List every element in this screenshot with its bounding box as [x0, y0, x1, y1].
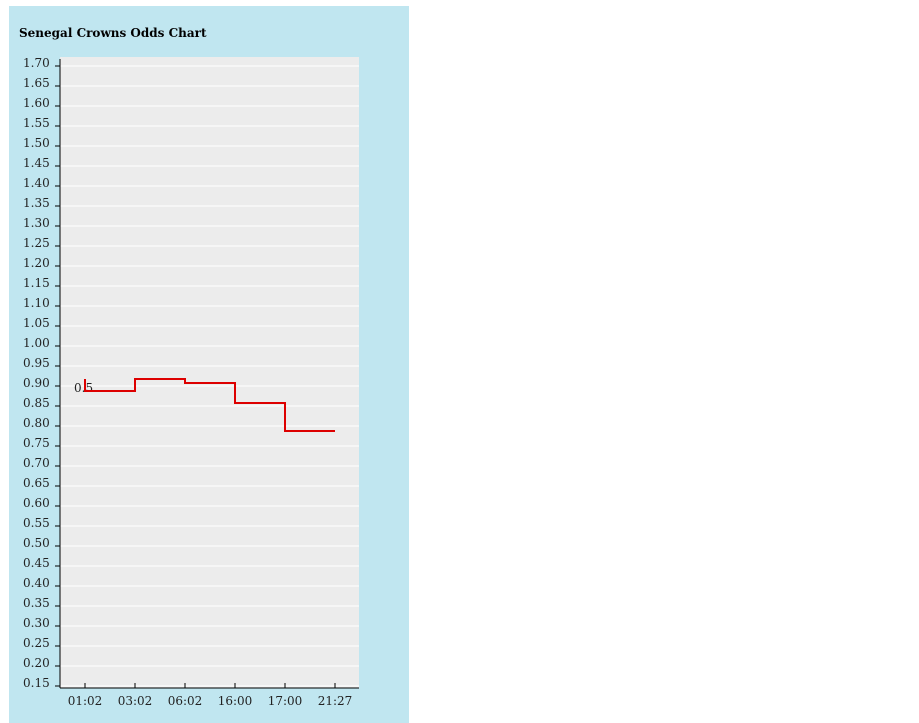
y-tick-label: 1.45	[23, 156, 50, 170]
y-tick-label: 1.25	[23, 236, 50, 250]
y-tick-label: 1.20	[23, 256, 50, 270]
chart-title: Senegal Crowns Odds Chart	[19, 26, 207, 40]
y-tick-label: 0.50	[23, 536, 50, 550]
y-tick-label: 1.55	[23, 116, 50, 130]
x-tick-label: 17:00	[268, 694, 303, 708]
y-tick-label: 0.35	[23, 596, 50, 610]
y-tick-label: 1.10	[23, 296, 50, 310]
y-tick-label: 0.80	[23, 416, 50, 430]
x-tick-label: 21:27	[318, 694, 353, 708]
y-tick-label: 0.70	[23, 456, 50, 470]
y-tick-label: 1.30	[23, 216, 50, 230]
y-tick-label: 0.55	[23, 516, 50, 530]
y-tick-label: 1.15	[23, 276, 50, 290]
y-tick-label: 0.65	[23, 476, 50, 490]
y-tick-label: 1.00	[23, 336, 50, 350]
y-tick-label: 0.30	[23, 616, 50, 630]
y-tick-label: 1.70	[23, 56, 50, 70]
x-tick-label: 06:02	[168, 694, 203, 708]
y-tick-label: 1.50	[23, 136, 50, 150]
y-tick-label: 0.40	[23, 576, 50, 590]
y-tick-label: 0.25	[23, 636, 50, 650]
y-tick-label: 1.60	[23, 96, 50, 110]
y-tick-label: 1.05	[23, 316, 50, 330]
x-tick-label: 03:02	[118, 694, 153, 708]
y-tick-label: 1.35	[23, 196, 50, 210]
y-tick-label: 0.85	[23, 396, 50, 410]
plot-area	[60, 57, 359, 688]
y-tick-label: 0.90	[23, 376, 50, 390]
y-tick-label: 0.15	[23, 676, 50, 690]
y-tick-label: 0.95	[23, 356, 50, 370]
y-tick-label: 0.20	[23, 656, 50, 670]
y-tick-label: 0.60	[23, 496, 50, 510]
x-tick-label: 16:00	[218, 694, 253, 708]
y-tick-label: 1.65	[23, 76, 50, 90]
y-tick-label: 0.45	[23, 556, 50, 570]
y-tick-label: 0.75	[23, 436, 50, 450]
odds-series-line	[84, 378, 335, 432]
x-tick-label: 01:02	[68, 694, 103, 708]
y-tick-label: 1.40	[23, 176, 50, 190]
start-label: 0.5	[74, 381, 93, 395]
